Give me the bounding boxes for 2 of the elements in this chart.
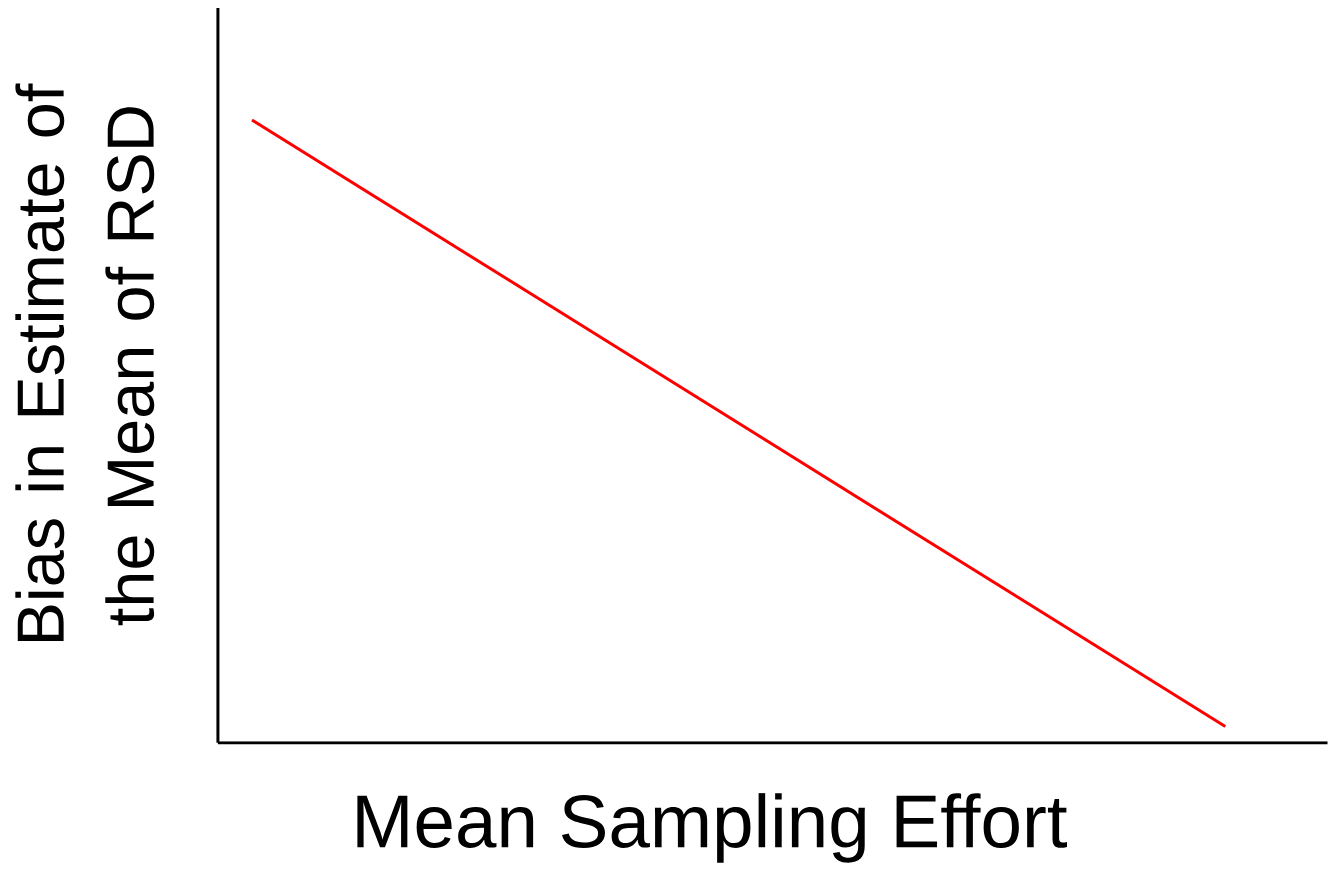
- y-axis-title: Bias in Estimate of the Mean of RSD: [15, 83, 155, 642]
- x-axis-title: Mean Sampling Effort: [357, 793, 1068, 863]
